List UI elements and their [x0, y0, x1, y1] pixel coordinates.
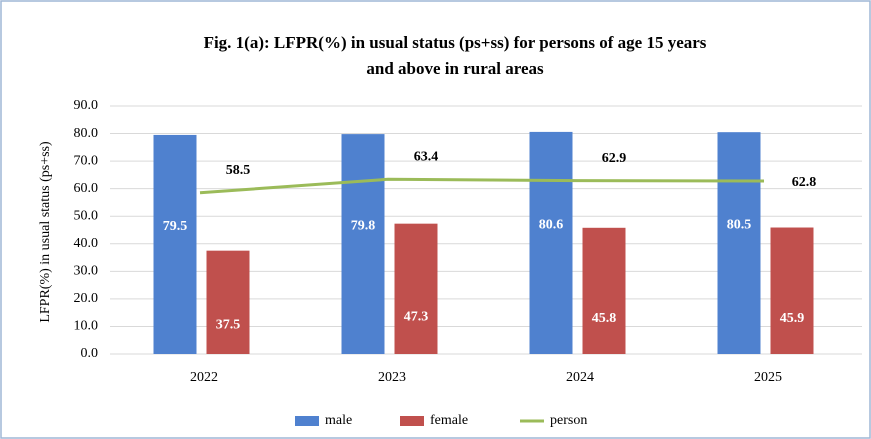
bar — [394, 223, 438, 354]
legend-swatch — [400, 416, 424, 426]
bar — [717, 132, 761, 354]
y-tick-label: 0.0 — [81, 346, 99, 361]
bar — [206, 250, 250, 354]
line-label: 63.4 — [414, 150, 439, 165]
y-tick-label: 50.0 — [74, 208, 99, 223]
x-tick-label: 2024 — [566, 370, 594, 385]
legend-label: male — [325, 413, 352, 428]
bar — [529, 131, 573, 354]
y-tick-label: 80.0 — [74, 126, 99, 141]
data-label: 47.3 — [404, 310, 429, 325]
y-tick-label: 30.0 — [74, 264, 99, 279]
chart-subtitle: and above in rural areas — [366, 59, 544, 78]
bar — [770, 227, 814, 354]
data-label: 79.8 — [351, 219, 376, 234]
line — [199, 177, 765, 195]
data-label: 45.9 — [780, 311, 805, 326]
bar — [153, 134, 197, 354]
legend-label: person — [550, 413, 587, 428]
x-tick-label: 2023 — [378, 370, 406, 385]
line-label: 58.5 — [226, 163, 251, 178]
data-label: 79.5 — [163, 219, 188, 234]
y-tick-label: 60.0 — [74, 181, 99, 196]
x-tick-label: 2022 — [190, 370, 218, 385]
bar — [341, 134, 385, 354]
data-label: 45.8 — [592, 311, 617, 326]
y-axis-label: LFPR(%) in usual status (ps+ss) — [38, 141, 53, 323]
y-tick-label: 90.0 — [74, 98, 99, 113]
data-label: 80.6 — [539, 217, 564, 232]
y-tick-label: 70.0 — [74, 153, 99, 168]
line-label: 62.9 — [602, 151, 627, 166]
y-tick-label: 40.0 — [74, 236, 99, 251]
line-label: 62.8 — [792, 175, 817, 190]
legend-swatch — [295, 416, 319, 426]
y-tick-label: 10.0 — [74, 319, 99, 334]
x-tick-label: 2025 — [754, 370, 782, 385]
y-tick-label: 20.0 — [74, 291, 99, 306]
data-label: 80.5 — [727, 218, 752, 233]
data-label: 37.5 — [216, 317, 241, 332]
bar — [582, 227, 626, 354]
chart-title: Fig. 1(a): LFPR(%) in usual status (ps+s… — [204, 33, 707, 52]
legend-label: female — [430, 413, 468, 428]
